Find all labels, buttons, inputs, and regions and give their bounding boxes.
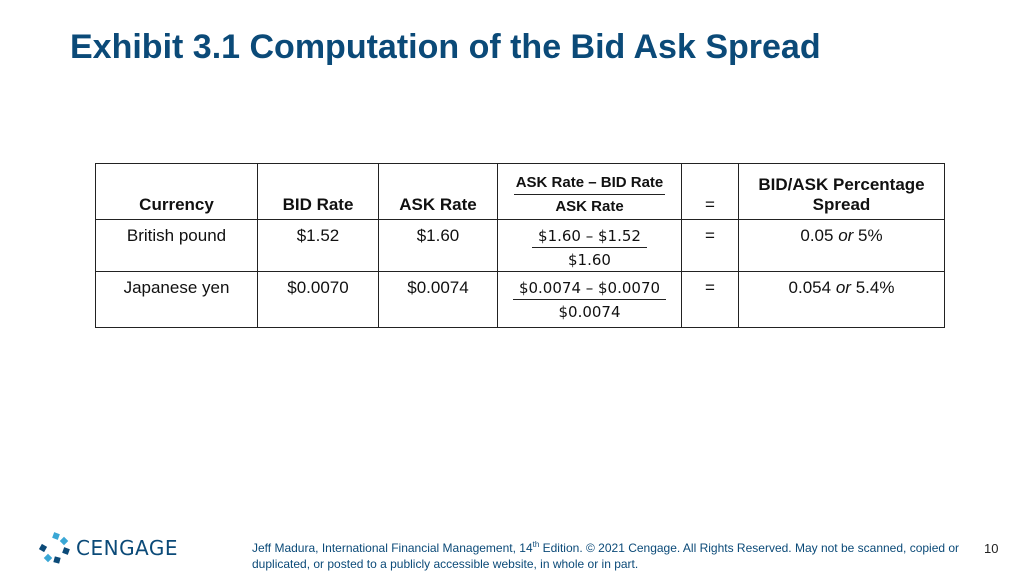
bid-ask-table: Currency BID Rate ASK Rate ASK Rate – BI… — [95, 163, 945, 328]
header-bid-rate: BID Rate — [257, 163, 379, 220]
cell-spread: 0.05 or 5% — [738, 219, 945, 272]
cell-currency: Japanese yen — [95, 271, 258, 328]
page-title: Exhibit 3.1 Computation of the Bid Ask S… — [70, 28, 821, 66]
spread-percent: 5% — [858, 226, 883, 245]
cell-formula: $1.60 – $1.52 $1.60 — [497, 219, 682, 272]
spread-value: 0.05 — [800, 226, 834, 245]
table-header-row: Currency BID Rate ASK Rate ASK Rate – BI… — [95, 163, 945, 220]
formula-denominator: ASK Rate — [555, 198, 624, 215]
cell-ask: $0.0074 — [378, 271, 498, 328]
header-currency: Currency — [95, 163, 258, 220]
table-row: British pound $1.52 $1.60 $1.60 – $1.52 … — [95, 219, 945, 272]
footer-text-end: Edition. © 2021 Cengage. All Rights Rese… — [252, 541, 960, 571]
fraction-denominator: $1.60 — [568, 251, 611, 269]
formula-fraction: ASK Rate – BID Rate ASK Rate — [513, 174, 666, 215]
cell-bid: $1.52 — [257, 219, 379, 272]
page-number: 10 — [984, 541, 999, 556]
formula-numerator: ASK Rate – BID Rate — [513, 174, 666, 195]
spread-or: or — [838, 226, 854, 245]
fraction-numerator: $0.0074 – $0.0070 — [512, 279, 667, 300]
cengage-logo: CENGAGE — [38, 531, 178, 565]
spread-value: 0.054 — [788, 278, 832, 297]
fraction-numerator: $1.60 – $1.52 — [532, 227, 647, 248]
spread-percent: 5.4% — [855, 278, 895, 297]
cell-equals: = — [681, 219, 739, 272]
fraction-denominator: $0.0074 — [558, 303, 621, 321]
cell-equals: = — [681, 271, 739, 328]
header-formula: ASK Rate – BID Rate ASK Rate — [497, 163, 682, 220]
cell-spread: 0.054 or 5.4% — [738, 271, 945, 328]
cell-bid: $0.0070 — [257, 271, 379, 328]
copyright-footer: Jeff Madura, International Financial Man… — [252, 537, 962, 572]
row-fraction: $0.0074 – $0.0070 $0.0074 — [512, 279, 667, 321]
row-fraction: $1.60 – $1.52 $1.60 — [532, 227, 647, 269]
cengage-logo-text: CENGAGE — [76, 536, 179, 560]
spread-or: or — [835, 278, 851, 297]
cell-ask: $1.60 — [378, 219, 498, 272]
header-ask-rate: ASK Rate — [378, 163, 498, 220]
cell-currency: British pound — [95, 219, 258, 272]
footer-superscript: th — [532, 540, 540, 549]
header-equals: = — [681, 163, 739, 220]
header-spread: BID/ASK Percentage Spread — [738, 163, 945, 220]
footer-text-start: Jeff Madura, International Financial Man… — [252, 541, 533, 555]
table-row: Japanese yen $0.0070 $0.0074 $0.0074 – $… — [95, 271, 945, 328]
cell-formula: $0.0074 – $0.0070 $0.0074 — [497, 271, 682, 328]
cengage-logo-icon — [38, 532, 70, 564]
